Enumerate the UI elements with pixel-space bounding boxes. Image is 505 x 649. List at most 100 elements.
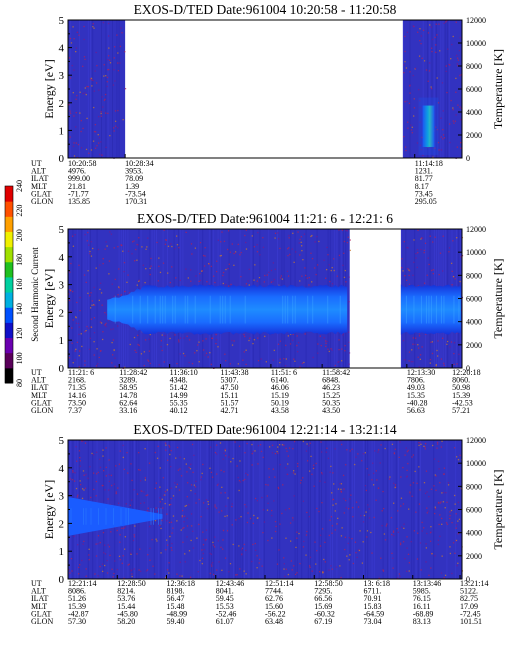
y-tick-label: 1 <box>59 546 65 558</box>
info-value: 6848. <box>322 376 340 385</box>
emission-wedge <box>68 496 163 536</box>
info-value: 73.50 <box>68 398 86 407</box>
info-row-label: ALT <box>31 167 46 176</box>
info-value: -68.89 <box>413 609 434 618</box>
info-value: 999.00 <box>68 174 90 183</box>
info-value: 4348. <box>170 376 188 385</box>
info-value: 12:13:30 <box>407 368 435 377</box>
info-value: 15.39 <box>68 602 86 611</box>
info-value: 13:21:14 <box>460 579 488 588</box>
info-value: 15.25 <box>322 391 340 400</box>
y2-tick-label: 2000 <box>466 131 482 140</box>
info-value: -72.45 <box>460 609 481 618</box>
info-value: 12:28:50 <box>117 579 145 588</box>
y2-tick-label: 10000 <box>466 459 486 468</box>
info-value: -64.59 <box>364 609 385 618</box>
info-value: 7.37 <box>68 406 82 415</box>
y2-tick-label: 8000 <box>466 271 482 280</box>
info-row-label: ILAT <box>31 594 48 603</box>
info-value: 57.30 <box>68 617 86 626</box>
info-value: 55.35 <box>170 398 188 407</box>
info-value: 56.47 <box>167 594 185 603</box>
info-value: 76.15 <box>413 594 431 603</box>
info-row-label: ILAT <box>31 174 48 183</box>
colorbar-segment <box>5 261 13 278</box>
info-row-label: UT <box>31 368 42 377</box>
info-value: 12:36:18 <box>167 579 195 588</box>
info-value: 8060. <box>452 376 470 385</box>
info-value: 15.19 <box>271 391 289 400</box>
info-value: 14.16 <box>68 391 86 400</box>
info-value: 14.78 <box>119 391 137 400</box>
info-value: 57.21 <box>452 406 470 415</box>
info-value: 13: 6:18 <box>364 579 390 588</box>
y2-tick-label: 12000 <box>466 16 486 25</box>
y2-tick-label: 0 <box>466 154 470 163</box>
info-value: 59.40 <box>167 617 185 626</box>
info-value: 15.69 <box>314 602 332 611</box>
info-value: 14.99 <box>170 391 188 400</box>
info-value: 46.23 <box>322 383 340 392</box>
panel-1: EXOS-D/TED Date:961004 10:20:58 - 11:20:… <box>31 2 505 206</box>
panel-2: EXOS-D/TED Date:961004 11:21: 6 - 12:21:… <box>31 211 505 415</box>
info-value: 8214. <box>117 587 135 596</box>
info-value: 15.48 <box>167 602 185 611</box>
info-value: 73.04 <box>364 617 382 626</box>
info-value: 13:13:46 <box>413 579 441 588</box>
y-tick-label: 4 <box>59 43 65 55</box>
y2-tick-label: 0 <box>466 575 470 584</box>
plot-area <box>68 20 462 158</box>
info-value: 61.07 <box>216 617 234 626</box>
info-value: 51.42 <box>170 383 188 392</box>
colorbar-segment <box>5 307 13 323</box>
info-value: 56.63 <box>407 406 425 415</box>
info-value: 11:21: 6 <box>68 368 94 377</box>
colorbar-tick-label: 120 <box>15 328 24 340</box>
info-value: 42.71 <box>220 406 238 415</box>
info-value: 101.51 <box>460 617 482 626</box>
colorbar-segment <box>5 231 13 248</box>
info-value: 3289. <box>119 376 137 385</box>
info-value: 12:21:14 <box>68 579 96 588</box>
info-row-label: ALT <box>31 587 46 596</box>
info-value: 4976. <box>68 167 86 176</box>
info-row-label: ALT <box>31 376 46 385</box>
colorbar-tick-label: 160 <box>15 279 24 291</box>
y2-tick-label: 10000 <box>466 39 486 48</box>
info-value: 82.75 <box>460 594 478 603</box>
info-value: -48.99 <box>167 609 188 618</box>
y-axis-label: Energy [eV] <box>42 480 56 539</box>
info-value: 47.50 <box>220 383 238 392</box>
colorbar-segment <box>5 337 13 354</box>
info-value: 33.16 <box>119 406 137 415</box>
info-value: -40.28 <box>407 398 428 407</box>
colorbar-segment <box>5 201 13 217</box>
info-value: 11:28:42 <box>119 368 147 377</box>
colorbar-tick-label: 220 <box>15 205 24 217</box>
info-value: 59.45 <box>216 594 234 603</box>
info-value: 11:14:18 <box>415 159 443 168</box>
info-value: 6140. <box>271 376 289 385</box>
info-value: 6711. <box>364 587 382 596</box>
info-value: 1231. <box>415 167 433 176</box>
y-axis-label: Energy [eV] <box>42 59 56 118</box>
y2-tick-label: 0 <box>466 364 470 373</box>
y-tick-label: 0 <box>59 574 65 586</box>
colorbar-tick-label: 180 <box>15 254 24 266</box>
y2-tick-label: 2000 <box>466 552 482 561</box>
info-value: 73.45 <box>415 189 433 198</box>
info-value: -52.46 <box>216 609 237 618</box>
info-value: 15.11 <box>220 391 238 400</box>
emission-band <box>400 284 461 335</box>
info-value: 12:58:50 <box>314 579 342 588</box>
info-value: 50.19 <box>271 398 289 407</box>
y-tick-label: 1 <box>59 125 65 137</box>
info-value: 12:20:18 <box>452 368 480 377</box>
info-value: 15.39 <box>452 391 470 400</box>
info-value: 7806. <box>407 376 425 385</box>
info-value: 58.95 <box>119 383 137 392</box>
info-value: 15.44 <box>117 602 135 611</box>
info-value: 17.09 <box>460 602 478 611</box>
info-value: 8041. <box>216 587 234 596</box>
colorbar-segment <box>5 322 13 339</box>
